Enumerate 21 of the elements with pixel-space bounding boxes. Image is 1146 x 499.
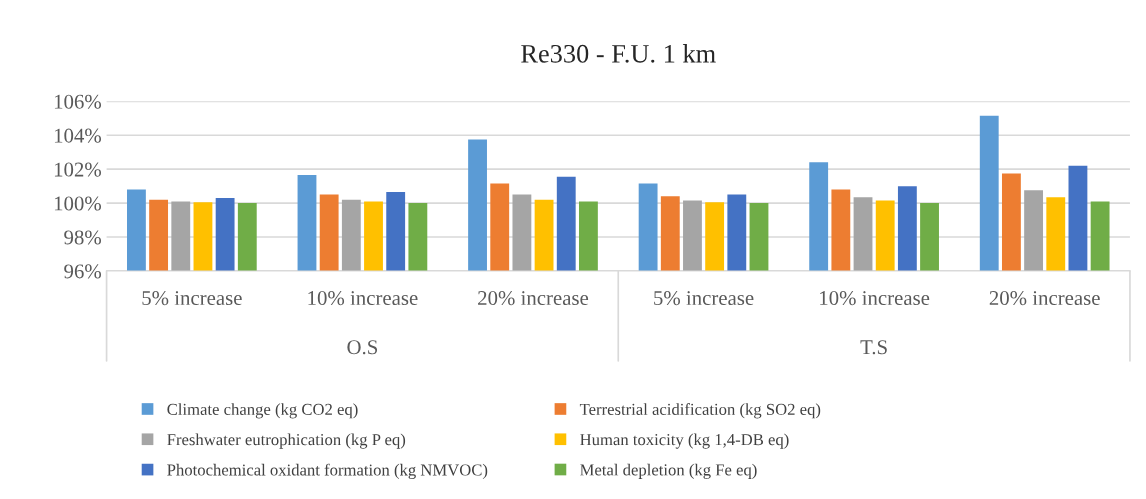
y-tick-label: 102%: [54, 162, 102, 177]
text: O.S: [347, 340, 378, 355]
text: T.S: [860, 340, 887, 355]
legend-label: Terrestrial acidification (kg SO2 eq): [579, 403, 821, 419]
x-tick-label: 20% increase: [989, 291, 1100, 306]
x-tick-label: 5% increase: [654, 291, 754, 306]
legend-label: Climate change (kg CO2 eq): [167, 403, 358, 419]
x-tick-label: 10% increase: [308, 291, 418, 306]
x-tick-label: 10% increase: [820, 291, 930, 306]
chart-title: Re330 - F.U. 1 km: [521, 44, 716, 63]
legend-label: Human toxicity (kg 1,4-DB eq): [580, 433, 789, 449]
y-tick-label: 106%: [54, 94, 102, 109]
legend-label: Freshwater eutrophication (kg P eq): [167, 433, 406, 449]
y-tick-label: 96%: [64, 264, 102, 279]
legend-label: Photochemical oxidant formation (kg NMVOC): [167, 463, 488, 480]
y-tick-label: 98%: [64, 230, 102, 245]
legend-label: Metal depletion (kg Fe eq): [580, 463, 757, 479]
y-tick-label: 104%: [54, 128, 102, 143]
y-tick-label: 100%: [54, 196, 102, 211]
x-tick-label: 5% increase: [142, 291, 242, 306]
x-tick-label: 20% increase: [478, 291, 589, 306]
